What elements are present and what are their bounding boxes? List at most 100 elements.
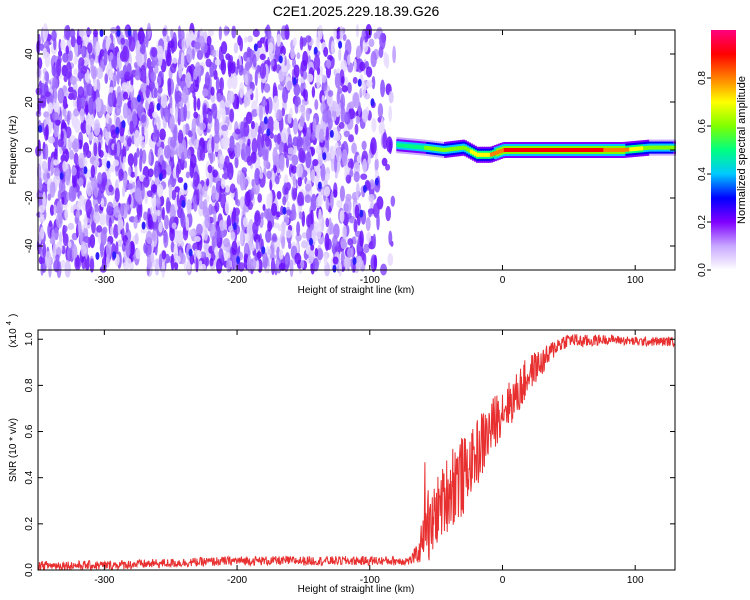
- spectrogram-cell: [300, 259, 305, 269]
- signal-band-cell: [473, 151, 477, 156]
- spectrogram-cell: [53, 148, 58, 163]
- spectrogram-cell: [259, 63, 267, 79]
- snr-x-tick-label: 0: [500, 575, 506, 586]
- spectrogram-cell: [338, 48, 342, 62]
- spectrogram-cell: [39, 95, 47, 107]
- spectrogram-cell: [319, 65, 323, 77]
- spectrogram-cell: [355, 182, 360, 201]
- spectrogram-cell: [297, 176, 303, 187]
- spectrogram-cell: [205, 256, 210, 267]
- spectrogram-cell: [121, 82, 128, 92]
- spectrogram-cell: [256, 251, 262, 259]
- spectrogram-cell: [75, 209, 81, 218]
- snr-x-tick-label: 100: [627, 575, 644, 586]
- spectrogram-cell: [141, 149, 147, 164]
- spectrogram-cell: [381, 157, 388, 167]
- spectrogram-y-tick-label: 40: [24, 48, 35, 60]
- spectrogram-cell: [153, 211, 157, 223]
- spectrogram-cell: [80, 119, 88, 134]
- spectrogram-cell: [277, 224, 283, 232]
- spectrogram-cell: [330, 40, 335, 55]
- spectrogram-cell: [93, 211, 101, 224]
- spectrogram-cell: [196, 249, 202, 260]
- spectrogram-cell: [242, 121, 250, 137]
- spectrogram-cell: [88, 96, 94, 115]
- spectrogram-cell: [245, 111, 253, 124]
- spectrogram-cell: [292, 37, 297, 47]
- spectrogram-cell: [52, 76, 59, 90]
- spectrogram-cell: [185, 31, 190, 49]
- spectrogram-cell: [278, 262, 286, 271]
- spectrogram-cell: [263, 116, 268, 125]
- spectrogram-cell: [276, 133, 281, 145]
- spectrogram-cell: [314, 176, 320, 185]
- spectrogram-cell: [171, 189, 177, 201]
- spectrogram-cell: [78, 194, 86, 207]
- spectrogram-cell: [332, 256, 339, 265]
- spectrogram-cell: [53, 159, 58, 166]
- spectrogram-cell: [185, 216, 190, 231]
- spectrogram-cell: [252, 54, 257, 68]
- spectrogram-cell: [113, 224, 119, 239]
- spectrogram-cell: [86, 83, 93, 96]
- spectrogram-cell: [236, 255, 241, 264]
- spectrogram-cell: [305, 107, 311, 122]
- signal-band-cell: [573, 148, 577, 152]
- spectrogram-cell: [254, 69, 258, 86]
- spectrogram-cell: [43, 172, 47, 181]
- spectrogram-cell: [47, 102, 54, 115]
- spectrogram-cell: [236, 58, 240, 70]
- spectrogram-cell: [80, 240, 86, 257]
- spectrogram-cell: [145, 241, 152, 258]
- spectrogram-cell: [71, 140, 79, 150]
- spectrogram-cell: [249, 81, 254, 89]
- spectrogram-cell: [238, 64, 244, 73]
- spectrogram-cell: [134, 69, 141, 81]
- spectrogram-cell: [240, 229, 244, 247]
- signal-band-cell: [539, 148, 543, 152]
- spectrogram-cell: [265, 229, 272, 243]
- spectrogram-cell: [227, 90, 235, 104]
- spectrogram-cell: [202, 198, 208, 214]
- spectrogram-cell: [196, 50, 204, 60]
- spectrogram-cell: [284, 24, 290, 40]
- spectrogram-cell: [344, 197, 352, 214]
- spectrogram-cell: [338, 262, 342, 277]
- spectrogram-cell: [244, 232, 250, 243]
- spectrogram-cell: [143, 176, 150, 188]
- spectrogram-cell: [177, 129, 184, 145]
- spectrogram-cell: [38, 192, 44, 208]
- signal-band-cell: [611, 148, 615, 152]
- spectrogram-cell: [284, 186, 289, 195]
- spectrogram-cell: [244, 73, 249, 86]
- spectrogram-cell: [259, 172, 264, 180]
- spectrogram-cell: [193, 95, 197, 112]
- colorbar-tick-label: 0.8: [697, 71, 708, 85]
- snr-y-tick-label: 0.0: [24, 563, 35, 577]
- spectrogram-cell: [313, 221, 319, 233]
- signal-band-cell: [436, 147, 440, 152]
- spectrogram-cell: [367, 152, 371, 165]
- spectrogram-cell: [359, 61, 366, 72]
- signal-band-cell: [665, 145, 669, 150]
- spectrogram-cell: [281, 65, 288, 73]
- spectrogram-cell: [95, 96, 102, 113]
- spectrogram-cell: [125, 239, 131, 258]
- spectrogram-cell: [343, 256, 351, 269]
- spectrogram-cell: [39, 43, 45, 51]
- spectrogram-cell: [315, 145, 321, 155]
- spectrogram-cell: [60, 154, 68, 163]
- spectrogram-cell: [316, 71, 321, 90]
- signal-band-cell: [655, 145, 659, 150]
- spectrogram-cell: [133, 62, 138, 69]
- spectrogram-cell: [310, 244, 315, 251]
- spectrogram-cell: [169, 204, 176, 221]
- spectrogram-cell: [356, 45, 362, 58]
- spectrogram-cell: [193, 68, 198, 81]
- spectrogram-cell: [83, 236, 90, 244]
- spectrogram-cell: [339, 25, 343, 40]
- spectrogram-cell: [211, 235, 215, 252]
- spectrogram-cell: [161, 206, 165, 221]
- spectrogram-cell: [52, 111, 59, 121]
- spectrogram-cell: [209, 257, 214, 267]
